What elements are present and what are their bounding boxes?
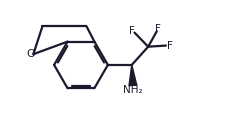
Text: F: F — [154, 24, 160, 34]
Text: F: F — [128, 26, 134, 36]
Text: O: O — [26, 49, 35, 59]
Polygon shape — [128, 65, 136, 86]
Text: F: F — [166, 41, 172, 51]
Text: NH₂: NH₂ — [123, 85, 142, 94]
